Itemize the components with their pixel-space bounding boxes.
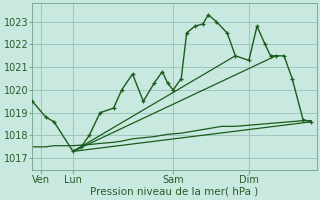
- X-axis label: Pression niveau de la mer( hPa ): Pression niveau de la mer( hPa ): [90, 187, 259, 197]
